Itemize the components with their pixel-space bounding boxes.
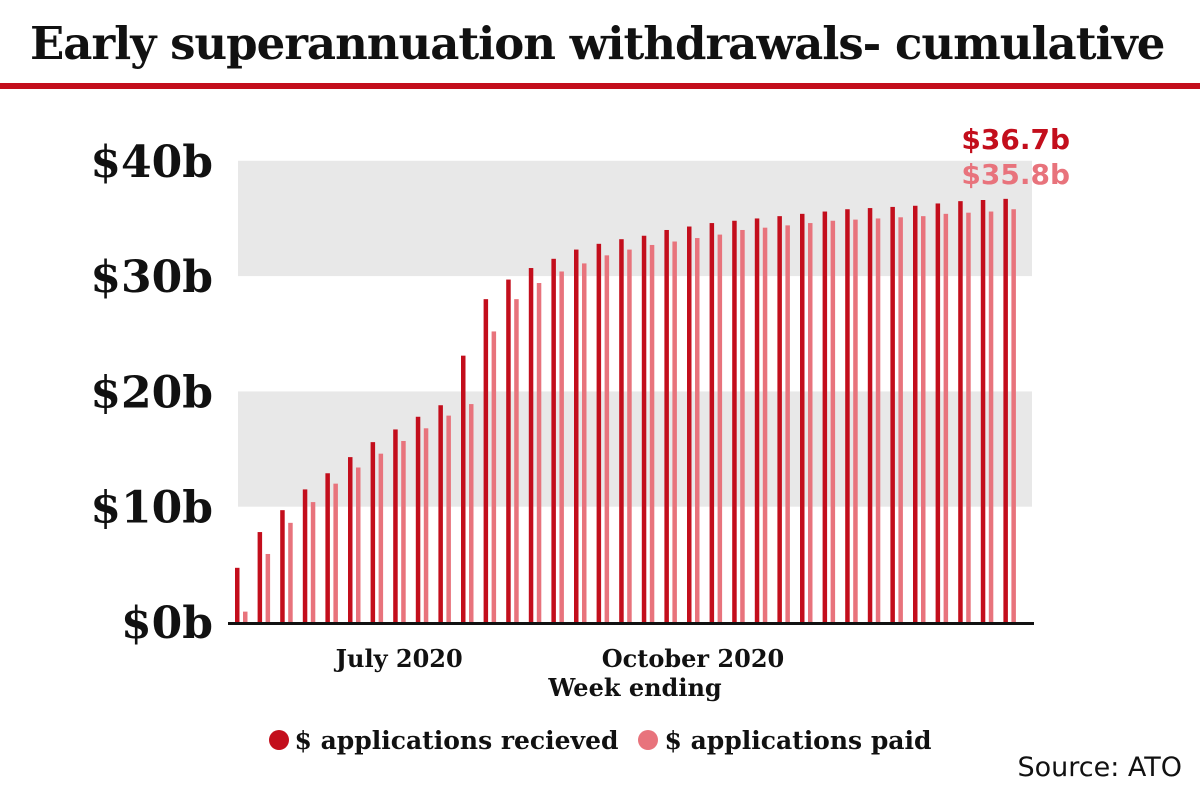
bar-paid-15 <box>582 263 587 622</box>
bar-received-4 <box>325 473 330 622</box>
end-value-annotations: $36.7b$35.8b <box>961 123 1070 191</box>
bar-paid-8 <box>423 428 429 622</box>
bar-paid-11 <box>491 331 497 622</box>
bar-received-16 <box>596 243 602 623</box>
y-tick-label-3: $30b <box>90 252 213 303</box>
bar-paid-9 <box>446 415 451 622</box>
bar-received-33 <box>980 200 986 622</box>
bar-paid-3 <box>310 502 316 622</box>
y-tick-label-1: $10b <box>90 483 213 534</box>
bar-paid-6 <box>378 453 384 622</box>
bar-received-27 <box>845 209 850 622</box>
bar-received-7 <box>393 429 398 622</box>
bar-paid-22 <box>740 229 745 623</box>
bar-paid-33 <box>988 211 994 623</box>
title-rule <box>0 83 1200 89</box>
legend-label-paid: $ applications paid <box>664 725 932 755</box>
bar-received-24 <box>777 216 782 623</box>
bar-paid-28 <box>875 218 881 622</box>
bar-paid-10 <box>469 404 474 622</box>
bar-received-26 <box>822 211 828 623</box>
grid-band-1 <box>238 160 1032 277</box>
bar-received-13 <box>528 268 534 622</box>
bar-received-17 <box>619 239 624 623</box>
y-tick-label-0: $0b <box>121 598 213 649</box>
bar-received-19 <box>664 229 669 623</box>
legend-item-paid: $ applications paid <box>638 726 931 755</box>
bar-received-6 <box>370 442 376 622</box>
bar-paid-24 <box>785 225 790 623</box>
y-tick-label-4: $40b <box>90 137 213 188</box>
y-tick-label-2: $20b <box>90 367 213 418</box>
y-axis-tick-labels: $0b $10b $20b $30b $40b <box>90 137 213 649</box>
x-tick-label-0: July 2020 <box>334 644 463 673</box>
bar-received-9 <box>438 405 443 622</box>
bar-received-15 <box>574 249 579 622</box>
bar-paid-12 <box>514 299 519 622</box>
bar-received-30 <box>913 205 918 622</box>
bar-received-29 <box>890 206 895 623</box>
legend-dot-received <box>268 730 289 750</box>
bar-received-25 <box>800 213 805 622</box>
bar-received-31 <box>935 203 941 622</box>
bars <box>235 198 1016 623</box>
bar-paid-34 <box>1011 209 1016 622</box>
bar-paid-7 <box>401 440 406 622</box>
legend-dot-paid <box>638 730 659 750</box>
bar-paid-5 <box>356 467 361 622</box>
bar-paid-29 <box>898 217 903 622</box>
bar-received-34 <box>1003 198 1008 622</box>
bar-received-2 <box>280 510 285 622</box>
x-axis-label: Week ending <box>547 673 722 702</box>
bar-received-20 <box>687 226 692 622</box>
bar-received-12 <box>506 279 511 622</box>
bar-paid-27 <box>853 219 858 622</box>
x-axis-tick-labels: July 2020 October 2020 <box>334 644 785 673</box>
grid-bands <box>238 160 1032 507</box>
bar-received-18 <box>641 235 647 622</box>
bar-paid-21 <box>717 234 723 623</box>
bar-paid-20 <box>695 238 700 622</box>
bar-received-28 <box>867 208 873 622</box>
bar-paid-30 <box>921 216 926 623</box>
bar-paid-26 <box>830 220 836 623</box>
bar-paid-14 <box>559 271 564 622</box>
bar-paid-16 <box>604 255 610 622</box>
bar-received-5 <box>348 457 353 622</box>
bar-paid-17 <box>627 249 632 622</box>
bar-received-3 <box>302 489 308 622</box>
legend: $ applications recieved $ applications p… <box>0 722 1200 758</box>
bar-paid-1 <box>265 553 271 622</box>
legend-label-received: $ applications recieved <box>294 725 619 755</box>
bar-received-23 <box>754 218 760 622</box>
bar-received-11 <box>483 299 489 622</box>
bar-chart: $0b $10b $20b $30b $40b July 2020 October 202… <box>90 123 1070 702</box>
bar-received-32 <box>958 201 963 622</box>
x-tick-label-1: October 2020 <box>602 644 784 673</box>
bar-received-1 <box>257 532 263 622</box>
source-note: Source: ATO <box>1017 752 1182 783</box>
bar-received-22 <box>732 220 737 623</box>
bar-paid-23 <box>762 227 768 622</box>
bar-received-21 <box>709 223 715 622</box>
annotation-label-0: $36.7b <box>961 123 1070 156</box>
bar-paid-4 <box>333 483 338 622</box>
bar-received-0 <box>235 567 240 622</box>
bar-paid-2 <box>288 522 293 622</box>
bar-paid-13 <box>536 283 542 622</box>
bar-paid-18 <box>649 244 655 622</box>
bar-received-8 <box>415 416 421 622</box>
bar-paid-25 <box>808 223 813 622</box>
bar-received-10 <box>461 355 466 622</box>
chart-title: Early superannuation withdrawals- cumula… <box>30 17 1165 70</box>
bar-paid-0 <box>243 611 248 622</box>
legend-item-received: $ applications recieved <box>268 725 619 755</box>
bar-received-14 <box>551 258 556 622</box>
bar-paid-19 <box>672 241 677 622</box>
bar-paid-32 <box>966 212 971 622</box>
bar-paid-31 <box>943 213 949 622</box>
annotation-label-1: $35.8b <box>961 158 1070 191</box>
